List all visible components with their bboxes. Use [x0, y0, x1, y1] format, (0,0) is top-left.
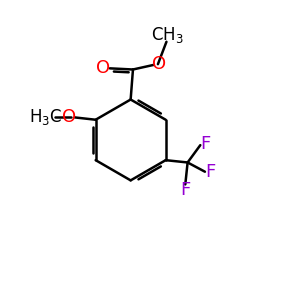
Text: F: F	[205, 163, 215, 181]
Text: O: O	[96, 59, 110, 77]
Text: F: F	[200, 135, 211, 153]
Text: CH$_3$: CH$_3$	[151, 25, 184, 45]
Text: O: O	[62, 108, 76, 126]
Text: O: O	[152, 55, 167, 73]
Text: H$_3$C: H$_3$C	[29, 107, 62, 127]
Text: F: F	[180, 182, 190, 200]
